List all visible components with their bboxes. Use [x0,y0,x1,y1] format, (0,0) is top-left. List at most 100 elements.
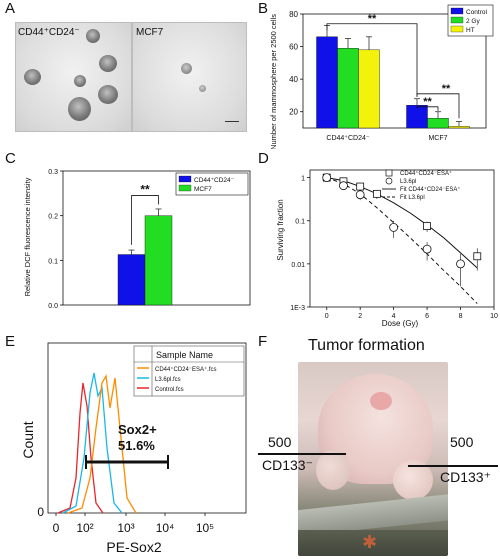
micrograph-mcf7: MCF7 [132,22,247,132]
c-legend-label: MCF7 [194,186,212,193]
c-bar [144,215,173,306]
b-bracket [326,23,418,96]
e-histogram-line [67,373,137,514]
e-legend-label: Control.fcs [155,387,184,393]
c-legend-swatch [178,175,192,183]
b-axes-frame [302,13,487,129]
d-point-square [356,182,365,191]
c-legend-swatch [178,184,192,192]
mammosphere [98,85,118,104]
b-ytick-label: 60 [289,43,298,52]
b-ytick-label: 20 [289,108,298,117]
tumor-formation-title: Tumor formation [308,337,425,354]
b-bracket [416,106,439,111]
c-legend-box [175,172,249,196]
c-bracket [131,195,159,245]
d-point-circle [389,223,399,232]
e-xtick-label: 10³ [117,521,134,535]
panel-label-c: C [5,150,16,167]
d-point-square [373,189,381,198]
c-legend-label: CD44⁺CD24⁻ [194,177,235,184]
panel-e-chart: Count PE-Sox2 0 10² 10³ 10⁴ 10⁵ 0 Sox2+51.6% Sa… [20,342,247,555]
b-bar [406,104,428,129]
tumor-left [316,450,350,490]
d-fit-line [326,177,478,269]
e-legend-label: CD44⁺CD24⁻ESA⁺.fcs [155,366,217,373]
c-ytick-label: 0.0 [48,303,58,310]
b-legend-swatch [450,16,464,24]
d-legend-label: L3.6pl [400,179,416,185]
e-histogram-line [62,372,123,514]
c-ytick-label: 0.1 [48,258,58,265]
mouse-snout [370,392,392,410]
right-injection-line [408,465,498,467]
d-point-square [423,222,431,231]
b-ytick-label: 40 [289,75,298,84]
scale-bar [225,121,239,122]
left-injection-marker: CD133⁻ [262,457,313,473]
panel-label-d: D [258,150,269,167]
d-xtick-label: 0 [325,313,329,320]
panel-f: Tumor formation ✱ 500 CD133⁻ 500 CD133⁺ [258,335,498,557]
mammosphere [74,75,86,87]
b-bar [337,48,359,129]
star-mark: ✱ [362,532,378,552]
panel-label-e: E [5,333,16,350]
e-ylabel: Count [20,421,36,458]
b-category-label: MCF7 [428,135,447,142]
e-xlabel: PE-Sox2 [106,539,161,555]
e-legend-title: Sample Name [156,350,213,360]
e-axes-frame [47,342,247,514]
d-legend-label: Fit L3.6pl [400,195,425,201]
micrograph-label-mcf7: MCF7 [136,27,164,38]
mammosphere [99,55,117,72]
b-bar [448,126,470,129]
d-ytick-label: 0.01 [291,262,305,269]
right-injection-count: 500 [450,434,474,450]
panel-d-chart: Surviving fraction Dose (Gy) 0 2 4 6 8 10 1E-3… [276,169,498,328]
mammosphere [86,29,100,43]
d-xtick-label: 2 [358,313,362,320]
b-ylabel: Number of mammosphere per 2500 cells [269,14,278,149]
d-point-circle [422,244,432,254]
c-ytick-label: 0.2 [48,214,58,221]
d-point-circle [339,181,348,191]
b-significance: ** [442,83,451,95]
b-bar [358,49,380,129]
mammosphere [199,85,206,92]
b-legend-label: HT [466,27,475,34]
b-bracket [416,93,460,119]
panel-label-f: F [258,333,268,350]
mammosphere [24,69,41,85]
d-xtick-label: 10 [490,313,498,320]
b-legend-swatch [450,25,464,33]
d-point-square [473,252,482,261]
left-injection-count: 500 [268,434,292,450]
b-ytick-label: 80 [289,10,298,19]
c-ytick-label: 0.3 [48,169,58,176]
b-legend-label: Control [466,9,488,16]
d-ytick-label: 1E-3 [290,305,305,312]
b-legend-label: 2 Gy [466,18,480,25]
d-fit-line [326,177,478,304]
panel-label-b: B [258,0,269,17]
b-legend-swatch [450,7,464,15]
d-xtick-label: 4 [392,313,396,320]
e-xtick-label: 10⁵ [196,521,214,535]
d-legend-label: Fit CD44⁺CD24⁻ESA⁺ [400,186,461,193]
e-xtick-label: 10² [76,521,93,535]
e-legend-label: L3.6pl.fcs [155,377,181,383]
e-ytick-label: 0 [37,505,44,519]
b-category-label: CD44⁺CD24⁻ [326,135,369,142]
micrograph-label-cd44-cd24: CD44⁺CD24⁻ [18,27,80,38]
mammosphere [68,97,91,121]
e-gate-label: Sox2+ [118,422,157,437]
d-xtick-label: 8 [459,313,463,320]
d-xlabel: Dose (Gy) [382,319,419,328]
b-significance: ** [368,13,377,25]
b-bar [316,36,338,129]
right-injection-marker: CD133⁺ [440,469,491,485]
d-point-circle [355,190,365,200]
panel-a: CD44⁺CD24⁻ MCF7 [15,22,247,132]
